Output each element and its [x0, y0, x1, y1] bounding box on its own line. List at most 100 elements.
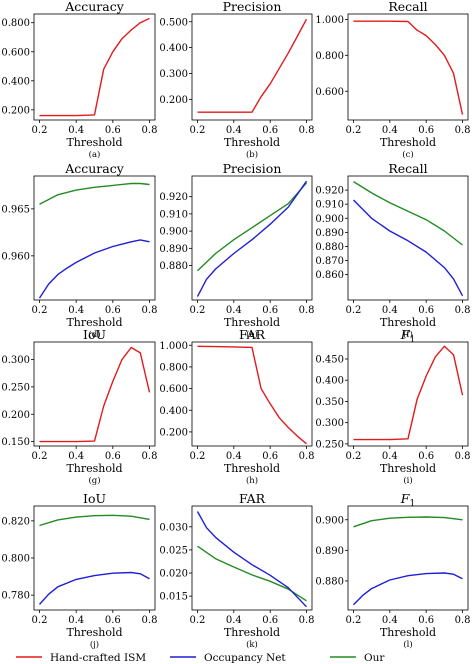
y-tick-label: 0.450: [315, 354, 344, 365]
y-tick-label: 1.000: [159, 341, 188, 352]
x-tick-label: 0.6: [418, 125, 434, 136]
chart-title-subscript: 1: [409, 335, 415, 345]
x-tick-label: 0.8: [455, 615, 471, 626]
x-tick-label: 0.4: [68, 125, 84, 136]
x-tick-label: 0.6: [105, 615, 121, 626]
subfigure-caption: (g): [88, 475, 100, 486]
y-tick-label: 0.300: [1, 355, 30, 366]
y-tick-label: 0.890: [315, 228, 344, 239]
y-tick-label: 0.880: [315, 576, 344, 587]
x-tick-label: 0.6: [105, 451, 121, 462]
x-axis-label: Threshold: [224, 136, 280, 149]
x-tick-label: 0.8: [142, 125, 158, 136]
chart-panel: IoU 0.2 0.4 0.6 0.8 0.780 0.800 0.820 Threshold(…: [1, 491, 157, 650]
x-tick-label: 0.2: [32, 305, 48, 316]
x-tick-label: 0.4: [68, 451, 84, 462]
subfigure-caption: (a): [89, 149, 101, 160]
x-tick-label: 0.4: [382, 615, 398, 626]
y-tick-label: 0.025: [159, 545, 188, 556]
chart-title: Recall: [388, 161, 427, 176]
x-axis-label: Threshold: [224, 316, 280, 329]
chart-title: IoU: [83, 327, 106, 342]
series-line: [353, 181, 463, 246]
x-tick-label: 0.6: [418, 305, 434, 316]
subfigure-caption: (f): [403, 329, 413, 340]
subfigure-caption: (d): [88, 329, 100, 340]
y-tick-label: 0.200: [1, 410, 30, 421]
subfigure-caption: (h): [246, 475, 258, 486]
plot-frame: [33, 175, 156, 301]
plot-frame: [33, 13, 156, 121]
chart-panel: IoU 0.2 0.4 0.6 0.8 0.150 0.200 0.250 0.300 Thres…: [1, 327, 157, 486]
y-tick-label: 0.820: [1, 516, 30, 527]
x-tick-label: 0.6: [418, 451, 434, 462]
plot-frame: [191, 175, 313, 301]
x-tick-label: 0.8: [455, 125, 471, 136]
plot-frame: [347, 505, 469, 611]
x-tick-label: 0.4: [226, 451, 242, 462]
series-line: [196, 180, 308, 297]
y-tick-label: 0.400: [159, 406, 188, 417]
x-tick-label: 0.8: [455, 305, 471, 316]
y-tick-label: 0.600: [315, 87, 344, 98]
x-tick-label: 0.4: [226, 125, 242, 136]
y-tick-label: 1.000: [315, 15, 344, 26]
y-tick-label: 0.350: [315, 397, 344, 408]
y-tick-label: 0.890: [315, 546, 344, 557]
x-tick-label: 0.2: [190, 125, 206, 136]
y-tick-label: 0.890: [159, 244, 188, 255]
x-tick-label: 0.8: [142, 615, 158, 626]
chart-panel: Recall 0.2 0.4 0.6 0.8 0.860 0.870 0.880 0.890 0.…: [315, 161, 470, 340]
x-tick-label: 0.8: [455, 451, 471, 462]
legend-label: Hand-crafted ISM: [50, 652, 146, 664]
x-tick-label: 0.2: [346, 615, 362, 626]
plot-frame: [347, 175, 469, 301]
chart-title: FAR: [239, 327, 266, 342]
chart-panel: Recall 0.2 0.4 0.6 0.8 0.600 0.800 1.000 Thresho…: [315, 0, 470, 160]
x-tick-label: 0.8: [299, 615, 315, 626]
y-tick-label: 0.870: [315, 256, 344, 267]
x-axis-label: Threshold: [66, 316, 122, 329]
chart-title-main: F: [400, 491, 411, 506]
x-tick-label: 0.4: [382, 125, 398, 136]
y-tick-label: 0.250: [1, 382, 30, 393]
x-tick-label: 0.2: [346, 451, 362, 462]
y-tick-label: 0.960: [1, 251, 30, 262]
series-line: [197, 182, 308, 272]
x-axis-label: Threshold: [380, 316, 436, 329]
y-tick-label: 0.150: [1, 437, 30, 448]
x-tick-label: 0.6: [418, 615, 434, 626]
y-tick-label: 0.400: [159, 43, 188, 54]
y-tick-label: 0.920: [315, 186, 344, 197]
series-line: [353, 20, 464, 115]
x-axis-label: Threshold: [66, 626, 122, 639]
x-tick-label: 0.6: [262, 125, 278, 136]
x-tick-label: 0.4: [68, 615, 84, 626]
chart-title: F1: [400, 491, 415, 509]
y-tick-label: 0.400: [1, 76, 30, 87]
x-tick-label: 0.4: [226, 305, 242, 316]
x-tick-label: 0.6: [262, 451, 278, 462]
y-tick-label: 0.600: [159, 384, 188, 395]
x-tick-label: 0.6: [262, 305, 278, 316]
y-tick-label: 0.250: [315, 439, 344, 450]
series-line: [38, 239, 150, 299]
x-tick-label: 0.8: [142, 451, 158, 462]
x-tick-label: 0.8: [299, 125, 315, 136]
x-tick-label: 0.2: [190, 615, 206, 626]
chart-panel: Precision 0.2 0.4 0.6 0.8 0.200 0.300 0.400 0.50…: [159, 0, 314, 160]
series-line: [352, 572, 463, 606]
x-axis-label: Threshold: [224, 462, 280, 475]
chart-title: Precision: [223, 161, 282, 176]
series-line: [39, 514, 150, 527]
legend: Hand-crafted ISM Occupancy Net Our: [16, 652, 385, 664]
x-tick-label: 0.4: [68, 305, 84, 316]
y-tick-label: 0.400: [315, 376, 344, 387]
x-tick-label: 0.4: [382, 451, 398, 462]
legend-label: Occupancy Net: [204, 652, 286, 664]
chart-panel: Accuracy 0.2 0.4 0.6 0.8 0.960 0.965 Threshold(…: [1, 161, 157, 340]
series-line: [39, 182, 150, 205]
y-tick-label: 0.965: [1, 204, 30, 215]
series-line: [197, 18, 308, 113]
